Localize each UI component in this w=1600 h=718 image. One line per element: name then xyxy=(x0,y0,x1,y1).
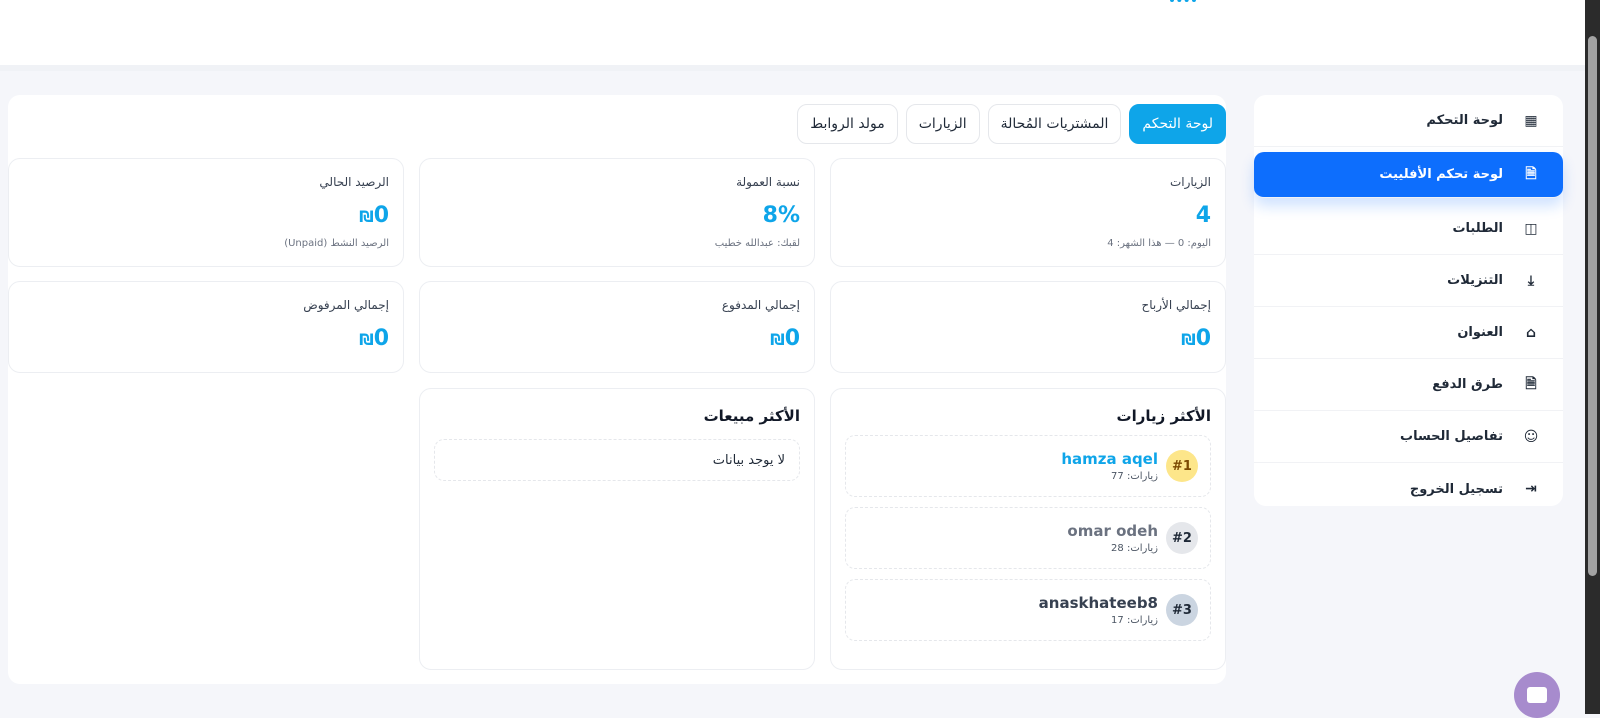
chat-button[interactable] xyxy=(1514,672,1560,718)
top-visits-card: الأكثر زيارات #1 hamza aqel زيارات: 77 #2… xyxy=(830,388,1226,670)
sidebar-item-label: لوحة تحكم الأفلييت xyxy=(1379,167,1503,182)
shekel-icon: ₪ xyxy=(359,330,374,349)
tab-visits[interactable]: الزيارات xyxy=(905,104,980,144)
sidebar-item-address[interactable]: ⌂ العنوان xyxy=(1254,307,1563,359)
visits-card: الزيارات 4 اليوم: 0 — هذا الشهر: 4 xyxy=(830,158,1226,267)
sidebar-item-dashboard[interactable]: ▦ لوحة التحكم xyxy=(1254,95,1563,147)
value: 0 xyxy=(1195,326,1211,351)
value: 0 xyxy=(373,203,389,228)
account-sidebar: ▦ لوحة التحكم 🗎 لوحة تحكم الأفلييت ◫ الطلبا… xyxy=(1254,95,1563,506)
paid-card: إجمالي المدفوع ₪0 xyxy=(419,281,815,373)
chat-icon xyxy=(1527,687,1547,703)
sidebar-item-payment-methods[interactable]: 🗎 طرق الدفع xyxy=(1254,359,1563,411)
card-label: إجمالي الأرباح xyxy=(1141,298,1211,312)
scrollbar[interactable] xyxy=(1585,0,1600,714)
sidebar-item-label: العنوان xyxy=(1457,325,1503,340)
site-header xyxy=(0,0,1585,71)
tab-bar: لوحة التحكم المشتريات المُحالة الزيارات … xyxy=(797,104,1226,144)
top-sales-card: الأكثر مبيعات لا يوجد بيانات xyxy=(419,388,815,670)
list-item: #2 omar odeh زيارات: 28 xyxy=(845,507,1211,569)
tab-dashboard[interactable]: لوحة التحكم xyxy=(1129,104,1226,144)
visit-count: زيارات: 17 xyxy=(1111,615,1158,626)
sidebar-item-logout[interactable]: ⇥ تسجيل الخروج xyxy=(1254,463,1563,515)
sidebar-item-downloads[interactable]: ⤓ التنزيلات xyxy=(1254,255,1563,307)
sidebar-item-label: لوحة التحكم xyxy=(1426,113,1503,128)
tab-link-generator[interactable]: مولد الروابط xyxy=(797,104,898,144)
sidebar-item-orders[interactable]: ◫ الطلبات xyxy=(1254,203,1563,255)
card-title: الأكثر مبيعات xyxy=(703,407,800,425)
logo[interactable] xyxy=(1170,0,1196,2)
value: 0 xyxy=(784,326,800,351)
affiliate-name: hamza aqel xyxy=(1061,450,1158,468)
sidebar-item-label: الطلبات xyxy=(1452,221,1503,236)
bag-icon: ◫ xyxy=(1524,220,1538,237)
card-sub: اليوم: 0 — هذا الشهر: 4 xyxy=(1107,238,1211,249)
sidebar-item-label: تفاصيل الحساب xyxy=(1400,429,1503,444)
download-icon: ⤓ xyxy=(1527,272,1535,289)
sidebar-item-label: تسجيل الخروج xyxy=(1409,481,1503,497)
shekel-icon: ₪ xyxy=(1181,330,1196,349)
card-value: ₪0 xyxy=(845,326,1211,351)
home-icon: ⌂ xyxy=(1525,324,1537,341)
visit-count: زيارات: 28 xyxy=(1111,543,1158,554)
visit-count: زيارات: 77 xyxy=(1111,471,1158,482)
sidebar-item-label: التنزيلات xyxy=(1447,273,1503,288)
rank-badge: #1 xyxy=(1166,450,1198,482)
rank-badge: #3 xyxy=(1166,594,1198,626)
empty-state: لا يوجد بيانات xyxy=(434,439,800,481)
profits-card: إجمالي الأرباح ₪0 xyxy=(830,281,1226,373)
shekel-icon: ₪ xyxy=(770,330,785,349)
logout-icon: ⇥ xyxy=(1525,481,1537,497)
document-icon: 🗎 xyxy=(1525,375,1537,392)
scrollbar-thumb[interactable] xyxy=(1588,36,1597,576)
card-sub: الرصيد النشط (Unpaid) xyxy=(284,238,389,249)
value: 0 xyxy=(373,326,389,351)
card-title: الأكثر زيارات xyxy=(1116,407,1211,425)
user-icon: ☺ xyxy=(1523,428,1539,445)
sidebar-item-label: طرق الدفع xyxy=(1432,377,1503,392)
card-label: الزيارات xyxy=(1169,175,1211,189)
rank-badge: #2 xyxy=(1166,522,1198,554)
affiliate-name: anaskhateeb8 xyxy=(1038,594,1158,612)
card-value: 8% xyxy=(762,203,800,228)
card-value: ₪0 xyxy=(23,326,389,351)
card-label: نسبة العمولة xyxy=(736,175,800,189)
affiliate-name: omar odeh xyxy=(1067,522,1158,540)
card-label: إجمالي المرفوض xyxy=(303,298,389,312)
list-item: #1 hamza aqel زيارات: 77 xyxy=(845,435,1211,497)
sidebar-item-account-details[interactable]: ☺ تفاصيل الحساب xyxy=(1254,411,1563,463)
balance-card: الرصيد الحالي ₪0 الرصيد النشط (Unpaid) xyxy=(8,158,404,267)
shekel-icon: ₪ xyxy=(359,207,374,226)
sidebar-item-affiliate[interactable]: 🗎 لوحة تحكم الأفلييت xyxy=(1254,152,1563,198)
card-label: إجمالي المدفوع xyxy=(721,298,800,312)
tab-referred-purchases[interactable]: المشتريات المُحالة xyxy=(987,104,1122,144)
card-value: 4 xyxy=(1195,203,1211,228)
card-value: ₪0 xyxy=(23,203,389,228)
card-label: الرصيد الحالي xyxy=(319,175,389,189)
document-icon: 🗎 xyxy=(1525,165,1537,182)
rejected-card: إجمالي المرفوض ₪0 xyxy=(8,281,404,373)
commission-card: نسبة العمولة 8% لقبك: عبدالله خطيب xyxy=(419,158,815,267)
card-sub: لقبك: عبدالله خطيب xyxy=(714,238,800,249)
list-item: #3 anaskhateeb8 زيارات: 17 xyxy=(845,579,1211,641)
card-value: ₪0 xyxy=(434,326,800,351)
grid-icon: ▦ xyxy=(1524,112,1538,129)
